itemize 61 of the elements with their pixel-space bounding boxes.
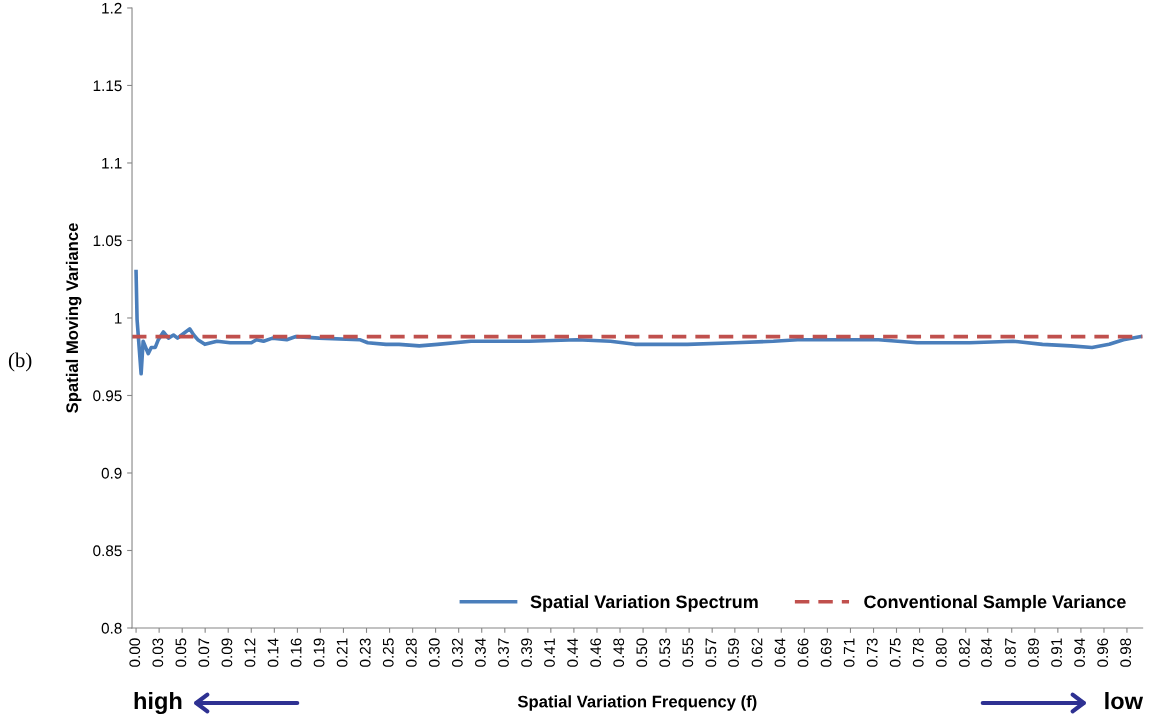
x-tick-label: 0.91 (1051, 638, 1062, 667)
x-tick-label: 0.41 (544, 638, 555, 667)
x-tick-label: 0.53 (659, 638, 671, 667)
x-tick-label: 0.59 (728, 638, 739, 667)
y-tick-label: 0.95 (93, 390, 122, 402)
y-tick-label: 1 (114, 313, 122, 324)
legend-label: Spatial Variation Spectrum (530, 594, 758, 612)
x-tick-label: 0.37 (498, 638, 509, 667)
x-tick-label: 0.84 (981, 638, 992, 667)
x-tick-label: 0.57 (705, 638, 717, 667)
x-tick-label: 0.62 (751, 638, 763, 667)
y-tick-label: 0.8 (101, 622, 122, 634)
x-tick-label: 0.69 (820, 638, 832, 667)
x-tick-label: 0.16 (290, 638, 302, 667)
y-tick-label: 1.2 (102, 2, 122, 14)
x-tick-label: 0.87 (1005, 638, 1016, 667)
y-tick-label: 1.05 (93, 235, 122, 247)
x-tick-label: 0.07 (198, 638, 210, 667)
x-tick-label: 0.64 (774, 638, 786, 667)
x-tick-label: 0.80 (935, 638, 947, 667)
x-tick-label: 0.75 (889, 638, 901, 667)
x-tick-label: 0.98 (1120, 638, 1132, 667)
x-tick-label: 0.55 (682, 638, 694, 667)
x-tick-label: 0.21 (336, 638, 348, 667)
x-tick-label: 0.23 (359, 638, 371, 667)
x-tick-label: 0.14 (267, 638, 279, 667)
x-tick-label: 0.78 (912, 638, 924, 667)
x-tick-label: 0.73 (866, 638, 878, 667)
x-tick-label: 0.89 (1028, 638, 1039, 667)
y-axis-title: Spatial Moving Variance (65, 223, 82, 413)
x-tick-label: 0.12 (244, 638, 256, 667)
text: high (134, 691, 182, 715)
x-tick-label: 0.34 (475, 638, 486, 667)
legend-label: Conventional Sample Variance (864, 594, 1126, 612)
x-tick-label: 0.03 (152, 638, 164, 667)
x-tick-label: 0.00 (129, 638, 141, 667)
text: low (1105, 691, 1144, 710)
x-tick-label: 0.44 (567, 638, 578, 667)
x-tick-label: 0.48 (613, 638, 625, 667)
x-tick-label: 0.25 (382, 638, 394, 667)
text: (b) (8, 352, 32, 372)
y-tick-label: 1.15 (93, 80, 122, 92)
x-tick-label: 0.19 (313, 638, 325, 667)
x-tick-label: 0.32 (451, 638, 463, 667)
x-tick-label: 0.96 (1097, 638, 1109, 667)
x-tick-label: 0.46 (590, 638, 602, 667)
y-tick-label: 1.1 (102, 158, 122, 169)
y-tick-label: 0.9 (101, 467, 122, 479)
x-tick-label: 0.28 (405, 638, 417, 667)
x-tick-label: 0.94 (1074, 638, 1086, 667)
x-tick-label: 0.50 (636, 638, 648, 667)
x-tick-label: 0.39 (521, 638, 532, 667)
line-series (134, 269, 1143, 376)
x-tick-label: 0.66 (797, 638, 809, 667)
x-tick-label: 0.71 (843, 638, 855, 667)
x-tick-label: 0.05 (175, 638, 187, 667)
y-tick-label: 0.85 (93, 545, 122, 557)
x-tick-label: 0.30 (428, 638, 440, 667)
x-axis-title: Spatial Variation Frequency (f) (517, 695, 757, 711)
x-tick-label: 0.82 (958, 638, 970, 667)
x-tick-label: 0.09 (221, 638, 233, 667)
